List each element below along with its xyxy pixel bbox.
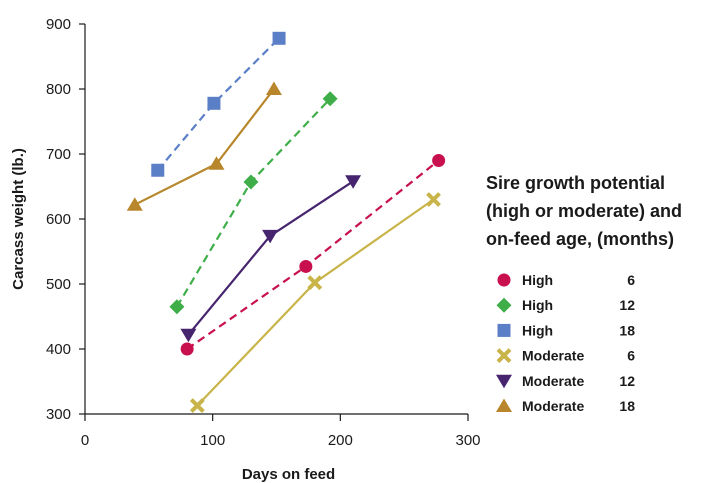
series-moderate-18 (126, 81, 282, 211)
legend-item: Moderate 12 (496, 373, 635, 389)
legend-item: Moderate 18 (496, 398, 635, 414)
legend-label: Moderate (522, 398, 584, 414)
series-moderate-6 (189, 192, 441, 413)
series-moderate-12 (180, 175, 362, 343)
data-point (169, 299, 185, 315)
legend-marker (496, 348, 512, 364)
data-point (322, 91, 338, 107)
legend-item: High 12 (496, 297, 635, 313)
legend-marker (496, 398, 512, 412)
series-high-12 (169, 91, 338, 315)
legend-age: 18 (619, 398, 635, 414)
legend-title-line: (high or moderate) and (486, 201, 682, 221)
series-line (187, 180, 354, 336)
series-line (156, 37, 280, 171)
legend-label: High (522, 272, 553, 288)
legend-label: High (522, 297, 553, 313)
plot-area (126, 31, 446, 413)
data-point (345, 175, 362, 189)
legend-marker (496, 374, 512, 389)
legend-label: High (522, 322, 553, 338)
data-point (307, 275, 323, 291)
data-point (299, 259, 313, 273)
data-point (426, 192, 441, 207)
legend-label: Moderate (522, 348, 584, 364)
series-line (134, 88, 275, 206)
data-point (180, 342, 194, 356)
data-point (189, 398, 205, 413)
y-tick-label: 900 (46, 16, 71, 33)
legend-age: 6 (627, 348, 635, 364)
legend-label: Moderate (522, 373, 584, 389)
series-high-6 (180, 154, 446, 356)
series-high-18 (151, 31, 286, 177)
x-tick-label: 300 (455, 432, 480, 449)
x-tick-label: 200 (328, 432, 353, 449)
y-tick-label: 300 (46, 406, 71, 423)
data-point (265, 81, 282, 95)
data-point (180, 328, 197, 343)
data-point (151, 163, 165, 177)
series-line (196, 198, 435, 407)
data-point (262, 229, 279, 244)
y-axis-title: Carcass weight (lb.) (10, 148, 27, 290)
legend-age: 12 (619, 373, 635, 389)
x-tick-label: 100 (200, 432, 225, 449)
data-point (208, 156, 225, 170)
legend-item: High 6 (497, 272, 635, 288)
data-point (126, 197, 143, 211)
y-tick-label: 500 (46, 276, 71, 293)
y-tick-label: 800 (46, 81, 71, 98)
legend-marker (497, 323, 511, 337)
x-tick-label: 0 (81, 432, 89, 449)
y-tick-label: 700 (46, 146, 71, 163)
x-axis-title: Days on feed (242, 466, 335, 483)
y-tick-label: 600 (46, 211, 71, 228)
data-point (207, 96, 221, 110)
legend: Sire growth potential (high or moderate) … (486, 173, 682, 414)
legend-age: 12 (619, 297, 635, 313)
series-line (175, 97, 331, 308)
y-tick-label: 400 (46, 341, 71, 358)
axes: 300 400 500 600 700 800 900 0 100 200 300 Days on f… (10, 16, 481, 483)
legend-age: 6 (627, 272, 635, 288)
legend-marker (497, 273, 511, 287)
data-point (243, 174, 259, 190)
legend-title-line: on-feed age, (months) (486, 229, 674, 249)
legend-item: Moderate 6 (496, 348, 635, 364)
legend-age: 18 (619, 322, 635, 338)
legend-item: High 18 (497, 322, 635, 338)
data-point (272, 31, 286, 45)
legend-marker (496, 297, 512, 313)
series-line (186, 159, 440, 350)
data-point (432, 154, 446, 167)
legend-title-line: Sire growth potential (486, 173, 665, 193)
